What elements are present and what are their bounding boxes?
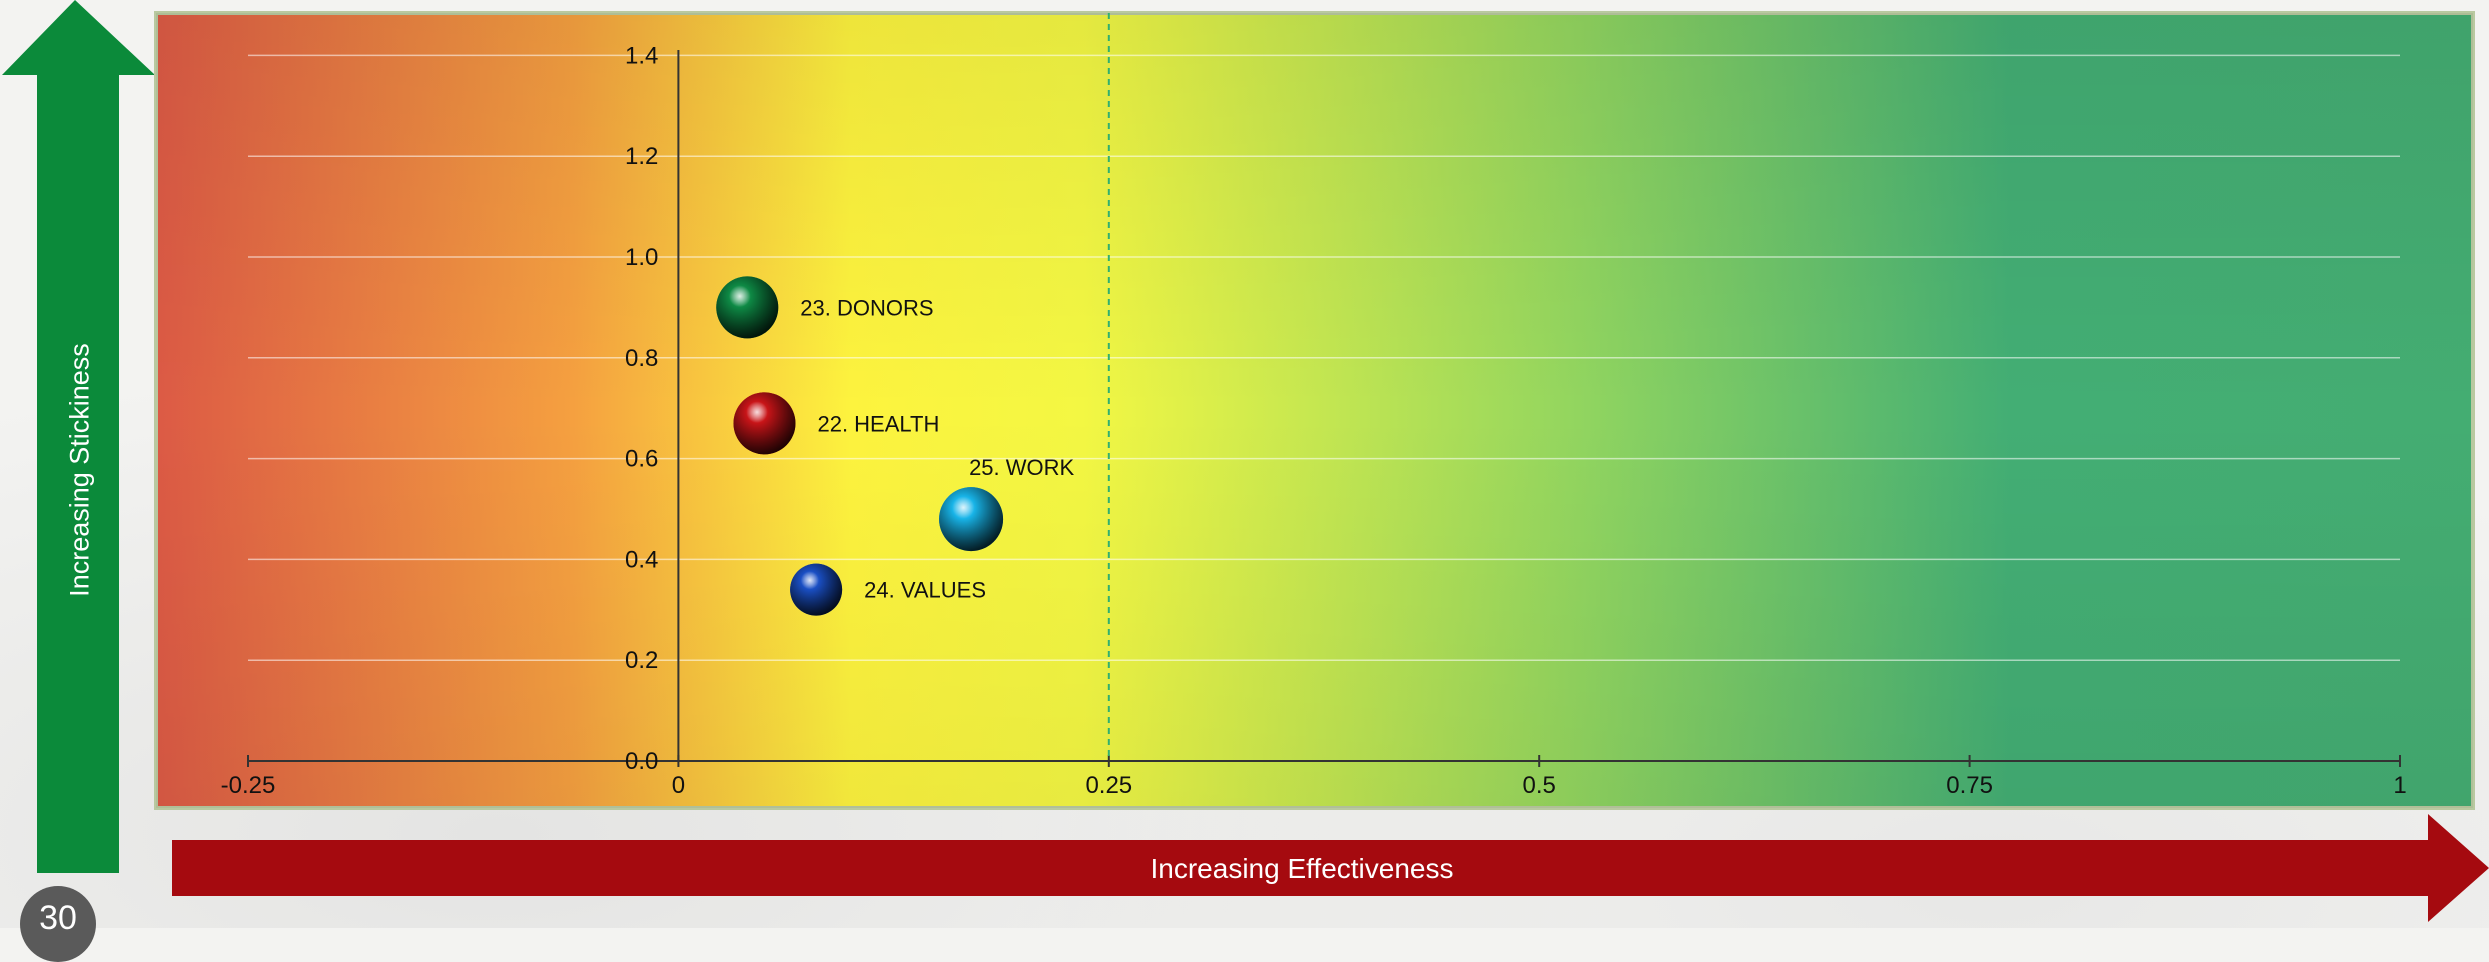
page-number-badge: 30 [20, 886, 96, 962]
data-point-shading [939, 487, 1004, 552]
y-tick-label: 0.4 [625, 546, 658, 573]
x-tick-label: 0.75 [1946, 772, 1993, 799]
y-arrow-label: Increasing Stickiness [64, 343, 95, 597]
chart-svg: 0.0 0.2 0.4 0.6 0.8 1.0 1.2 1.4 -0.25 0 0.25 0.5 0.7… [2, 0, 2489, 922]
y-tick-label: 1.4 [625, 42, 658, 69]
data-label: 23. DONORS [800, 295, 933, 320]
y-tick-label: 1.0 [625, 244, 658, 271]
data-point-shading [733, 392, 796, 455]
x-tick-label: -0.25 [221, 772, 276, 799]
data-point-shading [716, 276, 779, 339]
y-tick-label: 1.2 [625, 143, 658, 170]
x-arrow [172, 814, 2489, 922]
x-tick-label: 0.25 [1085, 772, 1132, 799]
x-tick-label: 0 [672, 772, 685, 799]
x-tick-label: 0.5 [1523, 772, 1556, 799]
data-label: 24. VALUES [864, 578, 986, 603]
y-arrow [2, 0, 155, 873]
y-tick-label: 0.8 [625, 345, 658, 372]
data-label: 22. HEALTH [817, 411, 939, 436]
y-tick-label: 0.0 [625, 748, 658, 775]
y-tick-label: 0.6 [625, 446, 658, 473]
data-label: 25. WORK [969, 455, 1074, 480]
x-arrow-label: Increasing Effectiveness [1150, 853, 1454, 884]
y-tick-label: 0.2 [625, 647, 658, 674]
data-point-shading [790, 563, 843, 616]
x-tick-label: 1 [2393, 772, 2406, 799]
